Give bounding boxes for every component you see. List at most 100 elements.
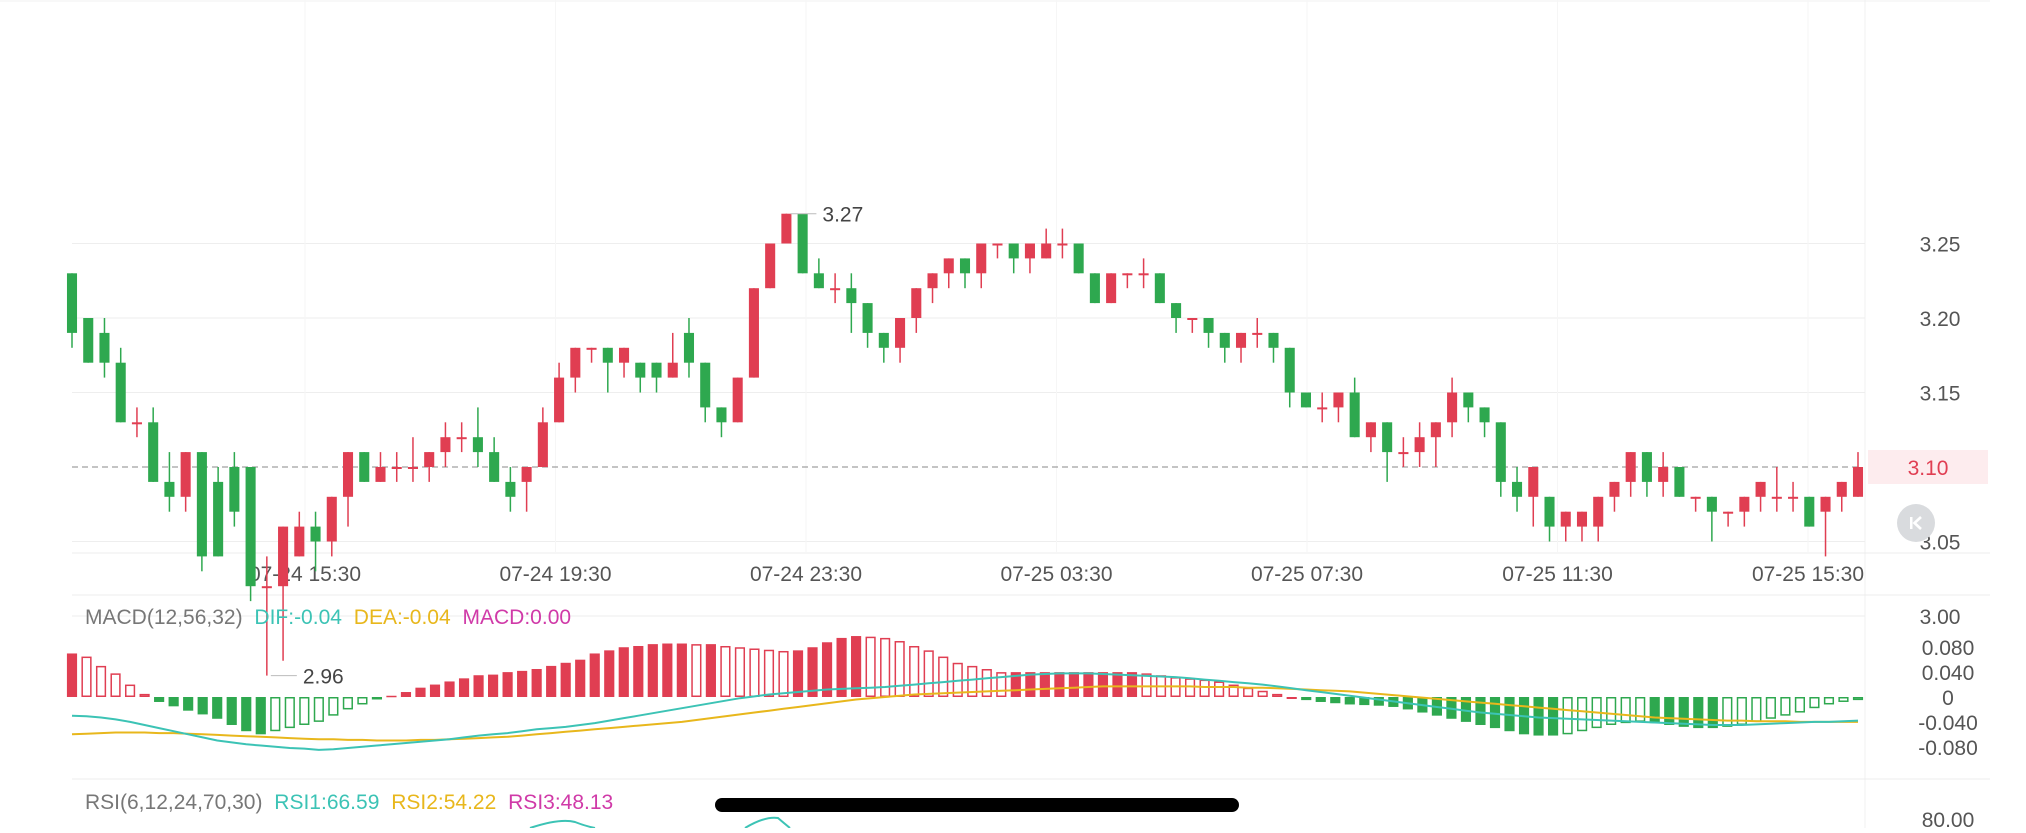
time-tick-label: 07-24 23:30 [750,563,862,586]
macd-bar [604,650,615,697]
macd-bar [1620,697,1631,724]
macd-bar [212,697,223,719]
macd-bar [1301,697,1312,701]
macd-tick-label: 0.080 [1922,637,1975,660]
candle-body [213,481,224,557]
candle-body [943,258,954,274]
candle-body [1430,422,1441,438]
last-price-tag-bg [1868,450,1988,484]
candle-body [1852,467,1864,497]
macd-bar [894,641,905,698]
macd-value: MACD:0.00 [462,606,572,629]
macd-bar [575,659,586,697]
macd-bar [1068,672,1079,697]
time-tick-label: 07-24 19:30 [499,563,611,586]
macd-bar [981,669,992,698]
macd-bar [357,697,368,705]
candle-body [1349,392,1360,438]
candle-body [1138,273,1149,276]
macd-bar [400,692,412,697]
candle-body [1836,481,1847,497]
candle-body [261,586,272,589]
scroll-to-latest-button[interactable] [1897,504,1935,542]
macd-bar [110,673,121,698]
macd-title: MACD(12,56,32) [85,606,243,629]
candle-body [1479,407,1490,423]
candle-body [1576,511,1588,527]
macd-bar [1025,672,1036,697]
candle-body [651,362,662,378]
candle-body [976,243,987,274]
macd-bar [1243,687,1254,697]
candle-body [180,452,191,497]
candle-body [229,467,240,512]
macd-bar [720,645,731,697]
time-tick-label: 07-24 15:30 [249,563,361,586]
time-tick-label: 07-25 15:30 [1752,563,1864,586]
macd-bar [647,644,658,697]
macd-bar [1693,697,1704,729]
time-tick-label: 07-25 11:30 [1502,563,1613,586]
macd-bar [124,684,136,697]
macd-bar [1039,672,1050,697]
candle-body [196,452,207,557]
candle-body [1398,452,1409,455]
macd-bar [1010,672,1021,697]
candle-body [748,288,759,378]
chevron-double-left-icon [1910,516,1922,530]
macd-bar [1635,697,1646,722]
macd-bar [763,649,775,698]
candle-body [391,467,402,469]
candle-body [781,213,792,244]
macd-bar [923,650,934,697]
macd-bar [95,665,107,698]
macd-bar [851,636,862,697]
candle-body [1544,496,1555,527]
macd-bar [255,697,266,735]
macd-bar [1765,697,1776,719]
macd-bar [1228,684,1239,697]
macd-bar [1475,697,1486,725]
macd-bar [1184,678,1196,698]
candle-body [66,273,78,333]
candle-body [1625,452,1636,482]
candle-body [1154,273,1165,304]
macd-bar [139,693,150,698]
macd-bar [865,636,876,698]
rsi-tick-label: 80.00 [1922,809,1975,828]
macd-bar [1794,697,1806,713]
macd-bar [1257,690,1268,698]
candle-body [959,258,971,274]
macd-bar [154,697,165,702]
candle-body [131,422,142,425]
candle-body [1560,511,1571,527]
macd-bar [1460,697,1472,722]
candle-body [1106,273,1117,304]
candle-body [635,362,646,378]
macd-bar [429,684,441,697]
candle-body [813,273,824,289]
macd-bar [197,697,208,715]
candle-body [505,481,516,497]
candle-body [1300,392,1311,408]
macd-bar [226,697,237,725]
candle-body [489,452,500,482]
macd-bar [1664,697,1675,725]
macd-bar [1199,679,1210,697]
candle-body [1463,392,1474,408]
macd-bar [821,642,833,697]
candle-body [440,437,451,453]
macd-bar [517,670,528,697]
candle-body [278,526,289,587]
macd-bar [313,697,324,722]
candle-body [667,362,678,378]
candle-body [537,422,548,467]
macd-bar [502,672,513,697]
candle-body [164,481,175,497]
macd-bar [938,656,949,698]
candle-body [1057,243,1068,246]
low-label: 2.96 [303,666,344,689]
candle-body [1609,481,1620,497]
